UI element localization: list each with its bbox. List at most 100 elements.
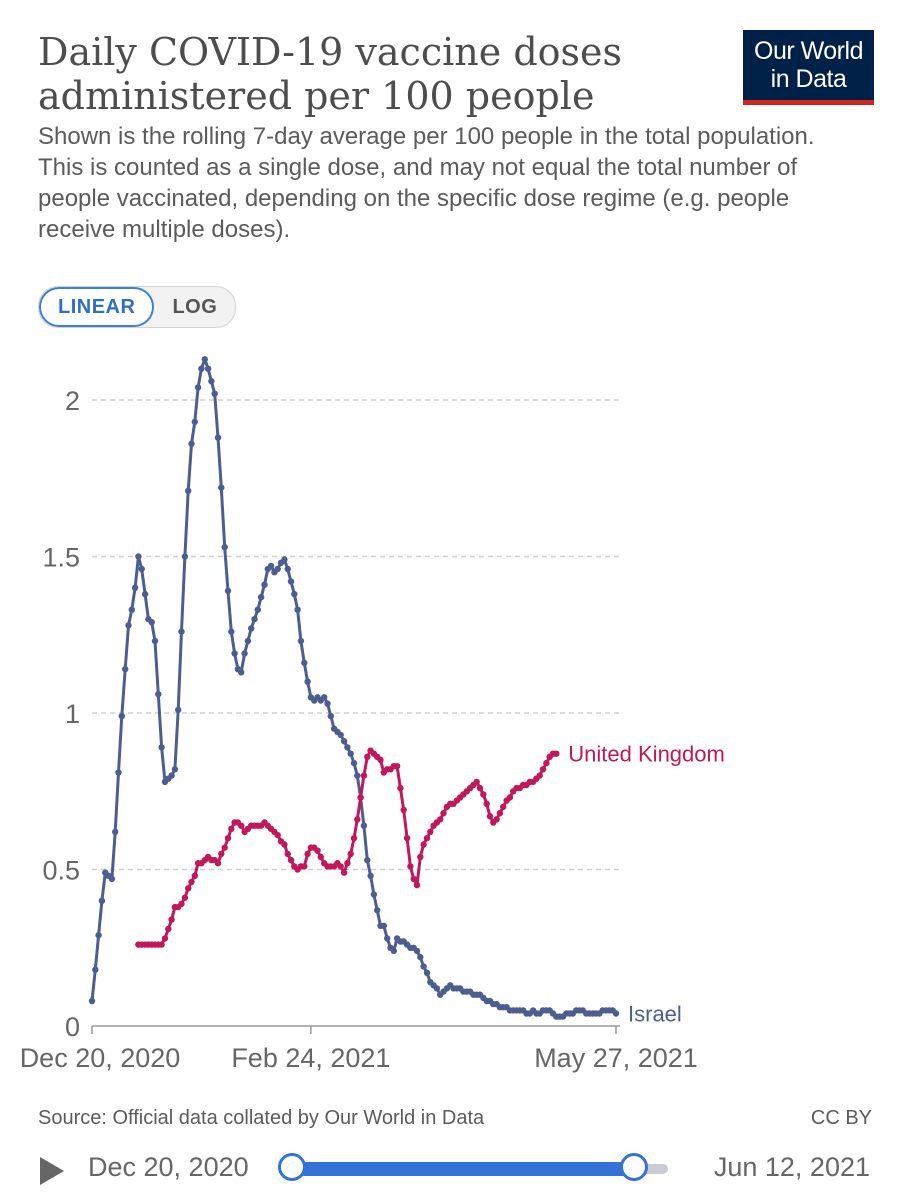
- data-point: [254, 606, 261, 613]
- data-point: [158, 941, 165, 948]
- data-point: [218, 484, 225, 491]
- data-point: [500, 803, 507, 811]
- data-point: [301, 659, 308, 667]
- data-point: [221, 844, 228, 851]
- data-point: [108, 875, 116, 883]
- series-label-united-kingdom[interactable]: United Kingdom: [568, 742, 725, 767]
- data-point: [324, 700, 331, 707]
- data-point: [148, 619, 155, 626]
- x-tick-label: Dec 20, 2020: [20, 1043, 181, 1073]
- data-point: [112, 828, 119, 836]
- data-point: [413, 947, 421, 955]
- data-point: [191, 418, 198, 426]
- data-point: [321, 694, 328, 701]
- data-point: [224, 835, 232, 842]
- data-point: [218, 850, 225, 858]
- data-point: [141, 590, 149, 598]
- linear-scale-button[interactable]: LINEAR: [39, 287, 155, 327]
- data-point: [314, 847, 321, 854]
- data-point: [135, 553, 142, 560]
- data-point: [539, 766, 547, 773]
- data-point: [238, 669, 245, 676]
- data-point: [168, 916, 175, 923]
- timeline-end-handle[interactable]: [620, 1153, 648, 1181]
- timeline-selected-range[interactable]: [292, 1162, 634, 1176]
- data-point: [340, 869, 348, 876]
- data-point: [360, 822, 368, 829]
- series-label-israel[interactable]: Israel: [628, 1001, 682, 1026]
- y-tick-label: 1.5: [42, 543, 80, 573]
- data-point: [417, 953, 424, 961]
- data-point: [327, 712, 334, 720]
- data-point: [407, 863, 414, 870]
- data-point: [151, 637, 159, 645]
- data-point: [367, 872, 374, 879]
- data-point: [350, 759, 358, 767]
- data-point: [214, 860, 222, 867]
- data-point: [420, 963, 427, 970]
- data-point: [304, 850, 311, 858]
- timeline-end-label: Jun 12, 2021: [713, 1152, 870, 1182]
- data-point: [393, 763, 401, 770]
- series-line-united-kingdom[interactable]: [138, 749, 557, 947]
- data-point: [347, 750, 354, 757]
- license-link[interactable]: CC BY: [810, 1107, 872, 1129]
- data-point: [244, 637, 252, 645]
- data-point: [161, 935, 169, 942]
- data-point: [201, 356, 208, 363]
- data-point: [98, 897, 106, 904]
- data-point: [360, 772, 368, 779]
- data-point: [317, 853, 324, 861]
- data-point: [364, 856, 371, 864]
- data-point: [122, 666, 129, 673]
- x-tick-label: May 27, 2021: [534, 1043, 698, 1073]
- data-point: [168, 772, 175, 779]
- data-point: [370, 891, 378, 898]
- data-point: [221, 543, 228, 551]
- play-icon[interactable]: [40, 1157, 64, 1185]
- data-point: [131, 584, 139, 591]
- data-point: [281, 556, 288, 563]
- data-point: [185, 487, 192, 494]
- data-point: [178, 900, 185, 908]
- y-tick-label: 0.5: [42, 856, 80, 886]
- data-point: [175, 706, 182, 714]
- data-point: [397, 784, 404, 792]
- data-point: [185, 885, 192, 892]
- data-point: [400, 806, 407, 814]
- data-point: [304, 678, 311, 685]
- data-point: [427, 828, 434, 836]
- source-note: Source: Official data collated by Our Wo…: [38, 1107, 485, 1129]
- data-point: [350, 835, 358, 842]
- x-tick-label: Feb 24, 2021: [231, 1043, 390, 1073]
- data-point: [214, 434, 222, 441]
- owid-logo[interactable]: Our World in Data: [743, 30, 874, 105]
- logo-line-1: Our World: [754, 37, 863, 65]
- data-point: [178, 628, 185, 635]
- data-point: [281, 841, 288, 848]
- data-point: [476, 784, 484, 792]
- data-point: [287, 578, 295, 585]
- data-point: [95, 932, 102, 939]
- data-point: [437, 816, 444, 823]
- data-point: [165, 925, 172, 933]
- data-point: [191, 872, 198, 879]
- data-point: [380, 922, 387, 929]
- data-point: [417, 853, 424, 861]
- data-point: [486, 813, 494, 820]
- data-point: [536, 772, 543, 779]
- data-point: [354, 772, 361, 779]
- data-point: [248, 625, 255, 632]
- data-point: [357, 794, 364, 801]
- data-point: [181, 894, 189, 901]
- data-point: [274, 565, 281, 573]
- data-point: [344, 744, 351, 751]
- data-point: [188, 878, 195, 886]
- data-point: [194, 384, 202, 391]
- data-point: [543, 759, 550, 767]
- log-scale-button[interactable]: LOG: [172, 296, 218, 318]
- data-point: [506, 794, 514, 801]
- data-point: [198, 365, 205, 372]
- data-point: [274, 831, 281, 839]
- timeline-start-handle[interactable]: [278, 1153, 306, 1181]
